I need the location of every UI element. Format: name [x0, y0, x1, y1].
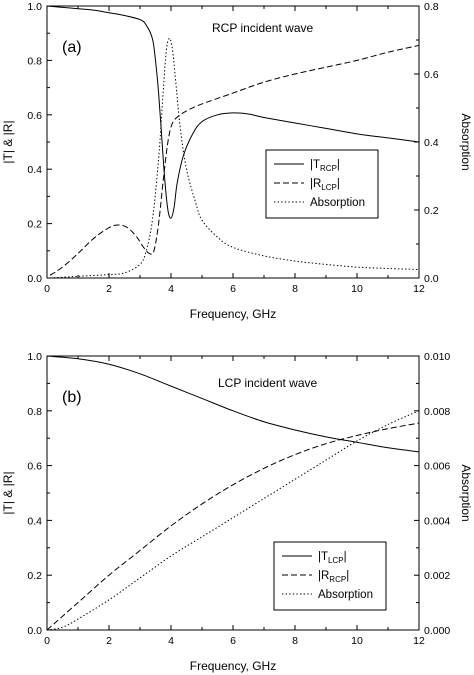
x-tick-label: 2 [106, 283, 112, 295]
y2-axis-label-a: Absorption [459, 113, 473, 170]
legend-box [265, 149, 379, 219]
x-tick-label: 6 [230, 283, 236, 295]
y-tick-label: 0.8 [27, 55, 42, 67]
x-axis-label-b: Frequency, GHz [190, 659, 276, 673]
y2-tick-label: 0.002 [424, 570, 450, 582]
series-line-dotted [46, 410, 420, 631]
panel-label-a: (a) [62, 39, 82, 56]
y-tick-label: 0.4 [27, 164, 42, 176]
legend-entry-text: Absorption [318, 589, 373, 601]
panel-label-b: (b) [62, 389, 82, 406]
x-tick-label: 8 [292, 635, 298, 647]
legend-entry-end: | [337, 178, 340, 190]
x-axis-label-a: Frequency, GHz [190, 307, 276, 321]
legend-entry: |TRCP| [310, 159, 340, 173]
y2-tick-label: 0.4 [424, 137, 439, 149]
y-tick-label: 1.0 [27, 1, 42, 13]
y2-tick-label: 0.2 [424, 205, 439, 217]
legend-entry: Absorption [318, 589, 373, 601]
series-lines-a [46, 5, 420, 279]
legend-box [273, 541, 387, 611]
y-tick-label: 0.8 [27, 406, 42, 418]
y2-tick-label: 0.006 [424, 461, 450, 473]
series-lines-b [46, 355, 420, 631]
legend-entry: |RRCP| [318, 570, 349, 584]
x-tick-label: 6 [230, 635, 236, 647]
legend-entry-text: Absorption [310, 197, 365, 209]
legend-entry-text: |R [310, 178, 321, 190]
x-tick-label: 10 [351, 283, 363, 295]
legend-entry-subscript: LCP [328, 556, 344, 565]
x-tick-label: 4 [168, 283, 174, 295]
x-tick-label: 4 [168, 635, 174, 647]
x-tick-label: 0 [44, 283, 50, 295]
y2-tick-label: 0.6 [424, 69, 439, 81]
plot-frame-a [46, 5, 420, 279]
x-ticks-b: 0 2 4 6 8 10 12 [44, 356, 425, 647]
legend-entry: |TLCP| [318, 551, 347, 565]
y-axis-label-b: |T| & |R| [1, 471, 15, 514]
legend-entry-text: |T [310, 159, 320, 171]
x-tick-label: 10 [351, 635, 363, 647]
y-tick-label: 1.0 [27, 351, 42, 363]
legend-entry-text: |R [318, 570, 329, 582]
legend-entry-end: | [344, 551, 347, 563]
y2-tick-label: 0.0 [424, 273, 439, 285]
y2-ticks-a: 0.0 0.2 0.4 0.6 0.8 [414, 1, 439, 285]
y-tick-label: 0.2 [27, 219, 42, 231]
legend-b: |TLCP||RRCP|Absorption [273, 541, 387, 611]
y-tick-label: 0.0 [27, 273, 42, 285]
y2-axis-label-b: Absorption [459, 464, 473, 521]
x-tick-label: 2 [106, 635, 112, 647]
series-line-solid [46, 355, 420, 453]
y2-tick-label: 0.008 [424, 406, 450, 418]
x-ticks-a: 0 2 4 6 8 10 12 [44, 6, 425, 295]
y2-tick-label: 0.8 [424, 1, 439, 13]
y-ticks-a: 0.0 0.2 0.4 0.6 0.8 1.0 [27, 1, 52, 285]
legend-entry-subscript: RCP [329, 575, 346, 584]
y2-tick-label: 0.010 [424, 351, 450, 363]
x-tick-label: 0 [44, 635, 50, 647]
legend-entry-subscript: LCP [321, 183, 337, 192]
x-tick-label: 12 [413, 635, 425, 647]
y-ticks-b: 0.0 0.2 0.4 0.6 0.8 1.0 [27, 351, 52, 637]
legend-entry: |RLCP| [310, 178, 340, 192]
series-line-dashed [49, 44, 420, 276]
y2-tick-label: 0.004 [424, 515, 450, 527]
panel-a: 0 2 4 6 8 10 12 0.00.20.40.60.81.0 0.00.20.40.… [1, 1, 473, 321]
y-tick-label: 0.0 [27, 625, 42, 637]
y2-ticks-b: 0.000 0.002 0.004 0.006 0.008 0.010 [414, 351, 450, 637]
x-tick-label: 12 [413, 283, 425, 295]
legend-entry-text: |T [318, 551, 328, 563]
y2-tick-label: 0.000 [424, 625, 450, 637]
series-line-dotted [50, 37, 420, 279]
y-tick-label: 0.4 [27, 515, 42, 527]
y-axis-label-a: |T| & |R| [1, 120, 15, 163]
annotation-a: RCP incident wave [212, 21, 313, 35]
legend-a: |TRCP||RLCP|Absorption [265, 149, 379, 219]
legend-entry-end: | [337, 159, 340, 171]
legend-entry: Absorption [310, 197, 365, 209]
legend-entry-end: | [346, 570, 349, 582]
y-tick-label: 0.2 [27, 570, 42, 582]
series-line-dashed [46, 422, 420, 631]
annotation-b: LCP incident wave [218, 376, 317, 390]
panel-b: 0 2 4 6 8 10 12 0.00.20.40.60.81.0 0.0000.0020… [1, 351, 473, 673]
legend-entry-subscript: RCP [320, 164, 337, 173]
y-tick-label: 0.6 [27, 461, 42, 473]
series-line-solid [46, 5, 420, 219]
y-tick-label: 0.6 [27, 110, 42, 122]
x-tick-label: 8 [292, 283, 298, 295]
